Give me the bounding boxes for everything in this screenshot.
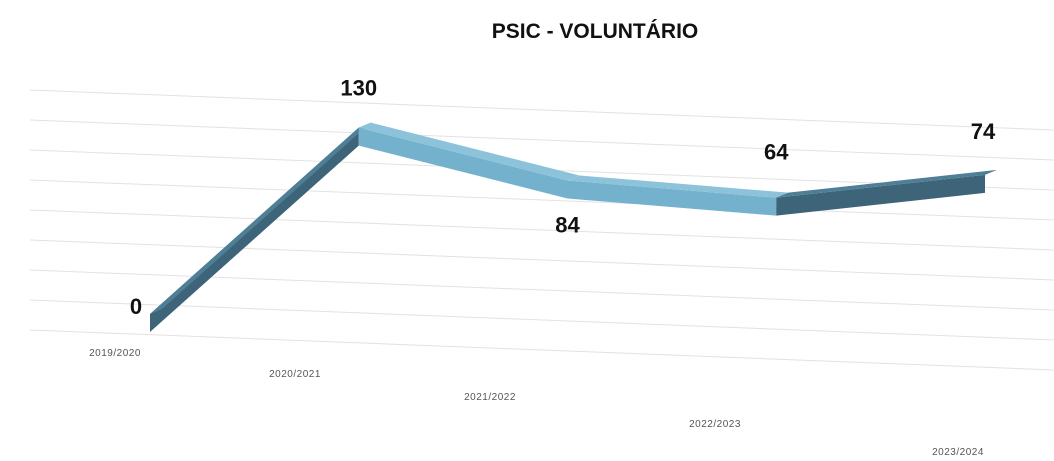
gridline — [29, 209, 1054, 251]
line-segment — [776, 174, 985, 216]
data-label: 84 — [555, 212, 580, 237]
line-segment-top — [567, 175, 789, 198]
line-series-ribbon — [150, 122, 997, 332]
data-labels: 0 130 84 64 74 — [130, 76, 996, 319]
line-segment — [567, 180, 777, 216]
gridline — [29, 179, 1054, 221]
data-label: 74 — [971, 119, 996, 144]
x-tick-label: 2019/2020 — [89, 348, 141, 359]
gridlines — [29, 89, 1054, 371]
data-label: 130 — [340, 76, 377, 101]
chart-title: PSIC - VOLUNTÁRIO — [492, 20, 699, 43]
x-tick-label: 2023/2024 — [932, 447, 984, 458]
data-label: 0 — [130, 294, 142, 319]
gridline — [29, 299, 1054, 341]
data-label: 64 — [764, 140, 789, 165]
x-tick-label: 2020/2021 — [269, 369, 321, 380]
x-tick-label: 2022/2023 — [689, 419, 741, 430]
gridline — [29, 239, 1054, 281]
line-segment-top — [358, 122, 580, 181]
gridline — [29, 329, 1054, 371]
line-segment — [358, 127, 568, 199]
gridline — [29, 89, 1054, 131]
line-segment-top — [776, 169, 997, 198]
x-axis-tick-labels: 2019/2020 2020/2021 2021/2022 2022/2023 2023… — [89, 348, 984, 458]
x-tick-label: 2021/2022 — [464, 392, 516, 403]
line-segment-top — [150, 122, 371, 314]
gridline — [29, 119, 1054, 161]
